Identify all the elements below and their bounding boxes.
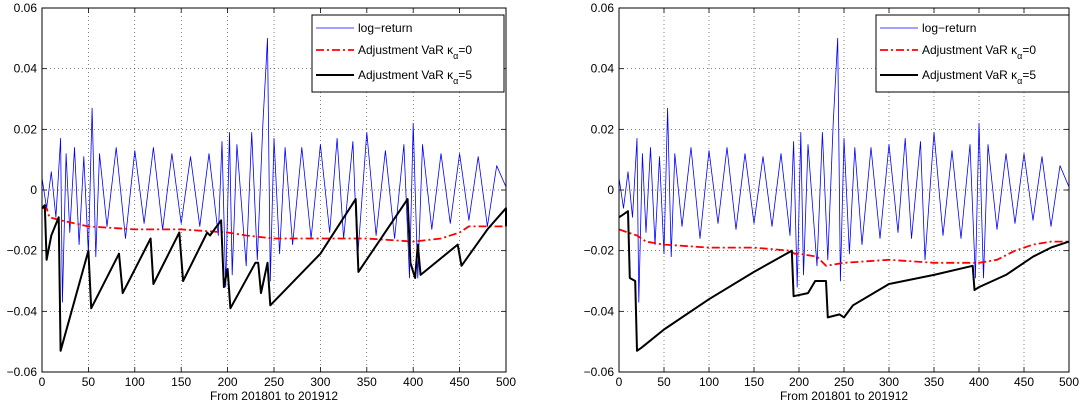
x-tick-label: 150 bbox=[744, 375, 764, 389]
y-tick-label: −0.06 bbox=[584, 365, 615, 379]
y-tick-label: 0.02 bbox=[14, 122, 38, 136]
x-tick-label: 400 bbox=[969, 375, 989, 389]
legend: log−return Adjustment VaR κα=0 Adjustment … bbox=[311, 14, 505, 93]
series-line-1 bbox=[41, 37, 507, 303]
x-tick-label: 50 bbox=[657, 375, 671, 389]
y-tick-label: −0.02 bbox=[7, 244, 38, 258]
legend-label-1: log−return bbox=[358, 21, 412, 35]
x-tick-label: 450 bbox=[450, 375, 470, 389]
legend-label-2: Adjustment VaR κα=0 bbox=[358, 43, 472, 61]
series-line-1 bbox=[618, 37, 1070, 303]
x-tick-label: 250 bbox=[834, 375, 854, 389]
y-tick-label: 0.06 bbox=[14, 1, 38, 15]
x-tick-label: 450 bbox=[1014, 375, 1034, 389]
legend-label-2: Adjustment VaR κα=0 bbox=[922, 43, 1036, 61]
y-tick-label: −0.04 bbox=[7, 304, 38, 318]
x-tick-label: 500 bbox=[1059, 375, 1079, 389]
x-tick-label: 200 bbox=[218, 375, 238, 389]
x-tick-label: 350 bbox=[924, 375, 944, 389]
x-tick-label: 350 bbox=[357, 375, 377, 389]
legend: log−return Adjustment VaR κα=0 Adjustment … bbox=[875, 14, 1070, 93]
x-tick-label: 50 bbox=[82, 375, 96, 389]
chart-panel-2: 0 50 100 150 200 250 300 350 400 450 500 −0.06 −0.04… bbox=[584, 1, 1080, 403]
x-tick-label: 400 bbox=[403, 375, 423, 389]
x-tick-label: 300 bbox=[310, 375, 330, 389]
x-tick-label: 500 bbox=[496, 375, 516, 389]
y-tick-label: −0.06 bbox=[7, 365, 38, 379]
x-tick-label: 200 bbox=[789, 375, 809, 389]
y-tick-label: 0.06 bbox=[591, 1, 615, 15]
x-tick-label: 0 bbox=[616, 375, 623, 389]
legend-label-3: Adjustment VaR κα=5 bbox=[922, 68, 1036, 86]
x-axis-label: From 201801 to 201912 bbox=[780, 389, 908, 403]
y-tick-label: 0.04 bbox=[14, 62, 38, 76]
x-tick-label: 100 bbox=[125, 375, 145, 389]
x-tick-label: 300 bbox=[879, 375, 899, 389]
y-tick-label: −0.02 bbox=[584, 244, 615, 258]
series-line-2 bbox=[618, 228, 1069, 267]
y-tick-label: 0 bbox=[607, 183, 614, 197]
x-tick-label: 250 bbox=[264, 375, 284, 389]
y-tick-label: 0.04 bbox=[591, 62, 615, 76]
chart-panel-1: 0 50 100 150 200 250 300 350 400 450 500 −0.06 −0.04… bbox=[7, 1, 517, 403]
y-tick-label: 0 bbox=[30, 183, 37, 197]
legend-label-3: Adjustment VaR κα=5 bbox=[358, 68, 472, 86]
y-tick-label: 0.02 bbox=[591, 122, 615, 136]
legend-label-1: log−return bbox=[922, 21, 976, 35]
x-tick-label: 0 bbox=[39, 375, 46, 389]
series-line-3 bbox=[618, 210, 1070, 352]
x-tick-label: 100 bbox=[699, 375, 719, 389]
x-axis-label: From 201801 to 201912 bbox=[210, 389, 338, 403]
series-line-3 bbox=[41, 198, 507, 352]
y-tick-label: −0.04 bbox=[584, 304, 615, 318]
x-tick-label: 150 bbox=[171, 375, 191, 389]
